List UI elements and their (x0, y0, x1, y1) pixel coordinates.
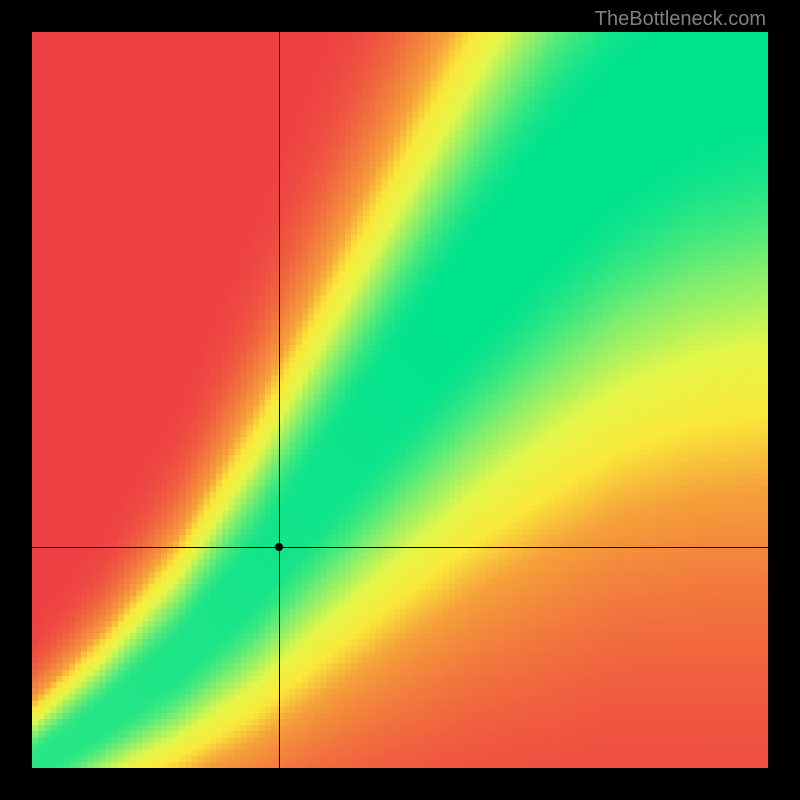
heatmap-canvas (32, 32, 768, 768)
crosshair-marker (275, 543, 283, 551)
heatmap-plot (32, 32, 768, 768)
watermark-text: TheBottleneck.com (595, 8, 766, 31)
crosshair-horizontal (32, 547, 768, 548)
crosshair-vertical (279, 32, 280, 768)
